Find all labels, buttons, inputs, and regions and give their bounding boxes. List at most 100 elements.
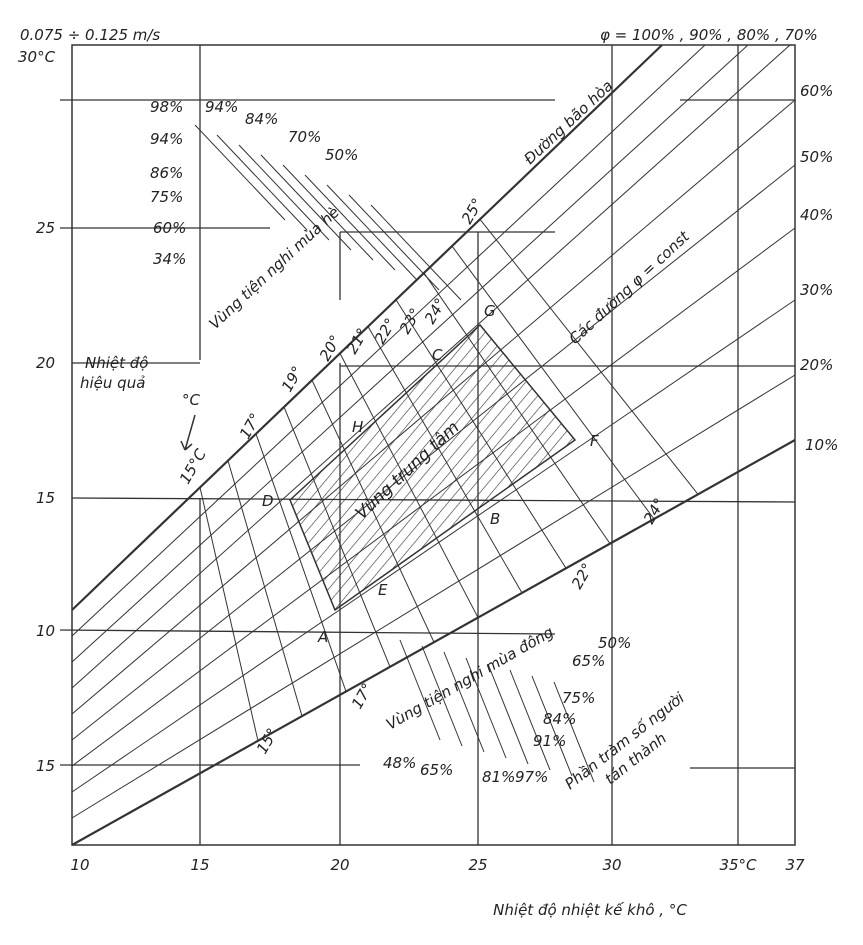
temperature-line [451,245,655,520]
summer-percent: 94% [205,98,238,116]
humidity: φ = 100% , 90% , 80% , 70% [600,26,818,44]
right-label: 30% [800,281,833,299]
summer-line [370,204,462,301]
summer-percent: 50% [325,146,358,164]
summer-percent: 84% [245,110,278,128]
y-label: 30°C [18,48,56,66]
winter-percent: 75% [562,689,595,707]
central-zone [289,323,577,612]
const-label: Các đường φ = const [565,227,693,348]
winter-line [399,639,441,741]
summer-percent: 94% [150,130,183,148]
temperature-line [255,433,347,692]
grid [59,45,796,845]
temperature-line [479,218,699,495]
winter-percent: 84% [543,710,576,728]
winter-line [531,675,573,777]
saturation-line [71,44,663,611]
temperature-line [283,406,391,668]
summer-line [216,134,308,231]
arrow [180,414,196,451]
x-label: 15 [190,856,209,874]
winter-percent: 48% [383,754,416,772]
x-label: 20 [330,856,349,874]
summer-line [282,164,374,261]
humidity-line [71,44,706,637]
winter-percent: 81% [482,768,515,786]
right-label: 60% [800,82,833,100]
summer-percent: 75% [150,188,183,206]
humidity-line [71,164,796,741]
temp-label: 24° [421,295,450,327]
point: H [352,418,363,436]
summer-line [304,174,396,271]
humidity-line [71,44,791,689]
y-label: 20 [36,354,55,372]
y-title: hiệu quả [80,374,145,392]
summer-line [238,144,330,241]
winter-line [487,663,529,765]
winter-line [443,651,485,753]
x-label: 25 [468,856,487,874]
humidity-line [71,374,796,819]
summer-percent: 86% [150,164,183,182]
temperature-line [367,326,523,594]
x-title: Nhiệt độ nhiệt kế khô , °C [493,901,687,919]
temperature-line [395,299,567,569]
summer-percent: 60% [153,219,186,237]
right-label: 40% [800,206,833,224]
y-label: 25 [36,219,55,237]
summer-line [194,124,286,221]
y-label: 15 [36,489,55,507]
summer-line [348,194,440,291]
saturation-label: Đường bão hòa [520,77,616,168]
point: G [484,302,496,320]
y-unit: °C [182,391,201,409]
point: D [262,492,274,510]
y-label: 10 [36,622,55,640]
winter-percent: 65% [420,761,453,779]
humidity-line [71,227,796,767]
winter-line [421,645,463,747]
frame [71,44,796,846]
curves [71,44,796,846]
summer-percent: 70% [288,128,321,146]
winter-line [465,657,507,759]
point: C [432,346,443,364]
summer-percent: 34% [153,250,186,268]
temp-label: 24° [640,495,669,527]
winter-line [553,681,595,783]
winter-percent: 50% [598,634,631,652]
y-label: 15 [36,757,55,775]
temperature-line [227,460,303,717]
point: B [490,510,500,528]
humidity-line [71,99,796,715]
right-label: 50% [800,148,833,166]
winter-percent: 65% [572,652,605,670]
y-title: Nhiệt độ [85,354,148,372]
temperature-line [423,272,611,544]
temp-label: 15°C [176,445,210,487]
winter-percent: 91% [533,732,566,750]
right-label: 10% [805,436,838,454]
humidity-line [71,44,749,663]
summer-label: Vùng tiện nghi mùa hè [205,203,342,333]
temperature-line [199,487,259,741]
point: E [378,581,388,599]
winter-percent: 97% [515,768,548,786]
summer-line [326,184,418,281]
x-label: 35°C [719,856,757,874]
boundary-line [71,439,796,846]
temp-label: 17° [236,410,265,442]
temperature-line [339,353,479,618]
summer-line [260,154,352,251]
humidity-line [71,299,796,793]
temp-label: 17° [348,680,377,712]
velocity: 0.075 ÷ 0.125 m/s [20,26,160,44]
temp-label: 21° [343,325,372,357]
x-label: 10 [70,856,89,874]
summer-percent: 98% [150,98,183,116]
winter-line [509,669,551,771]
point: A [317,628,328,646]
